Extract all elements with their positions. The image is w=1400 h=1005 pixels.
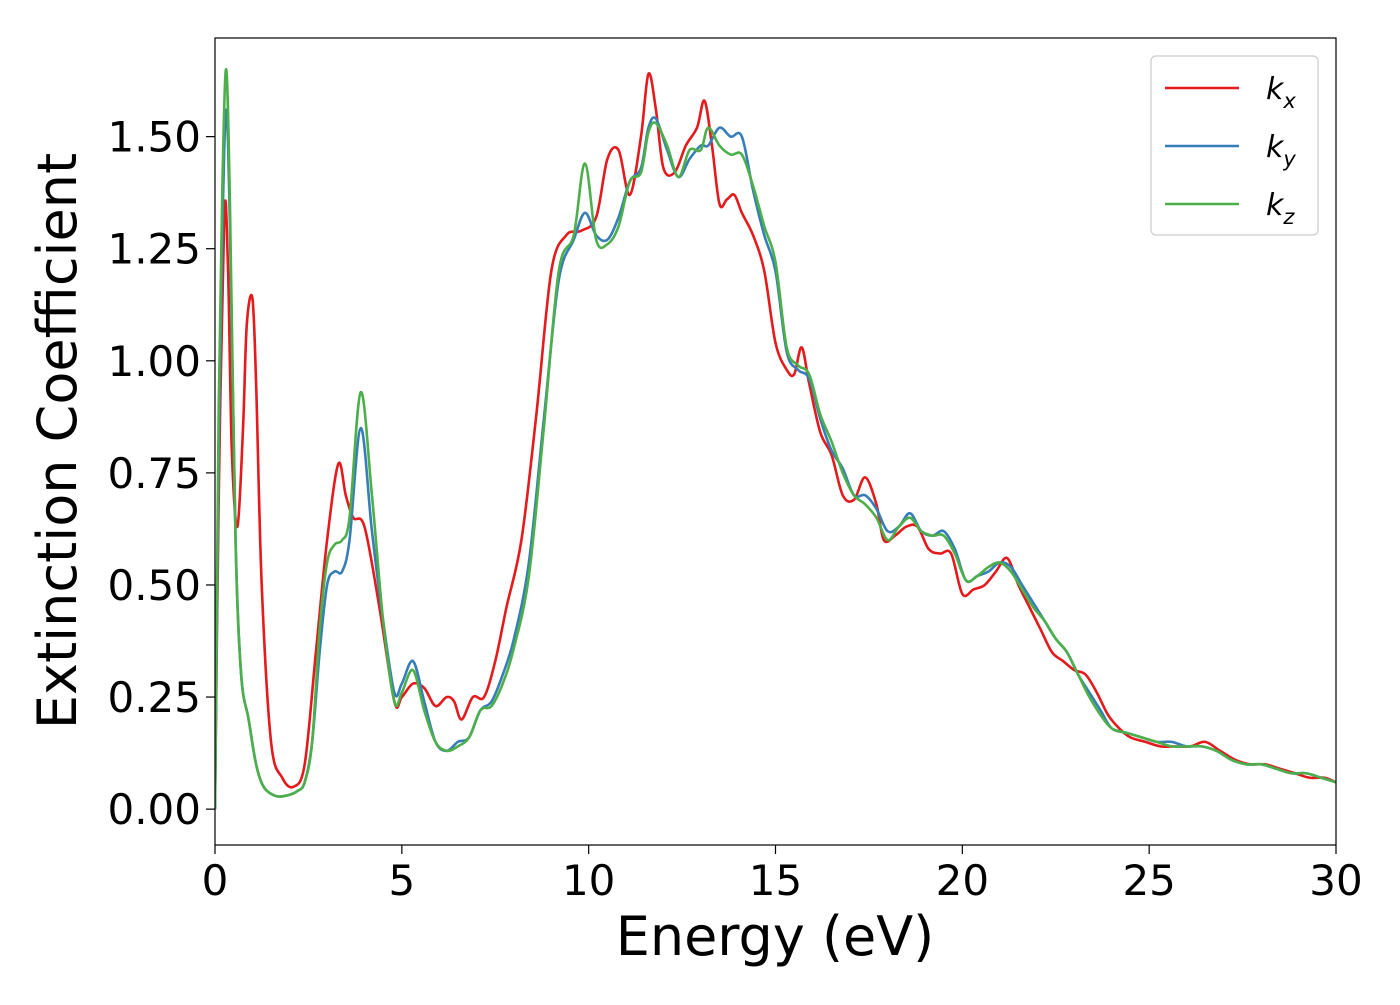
axes: 0 5 10 15 20 25 30 0.00 0.25 0.50 0.75 1.00 1.25 1.50: [107, 37, 1363, 905]
plot-area: [215, 68, 1336, 810]
y-tick-label: 1.50: [107, 113, 201, 162]
y-tick-label: 1.00: [107, 337, 201, 386]
legend-label-k-y: ky: [1266, 130, 1296, 171]
legend: kx ky kz: [1150, 55, 1319, 236]
x-tick-label: 25: [1122, 856, 1175, 905]
y-tick-label: 0.75: [107, 449, 201, 498]
x-tick-label: 5: [388, 856, 415, 905]
legend-label-k-x: kx: [1266, 72, 1296, 113]
x-tick-label: 15: [749, 856, 802, 905]
x-tick-label: 30: [1309, 856, 1362, 905]
x-tick-label: 20: [936, 856, 989, 905]
y-axis-label: Extinction Coefficient: [26, 153, 89, 729]
y-tick-label: 0.25: [107, 673, 201, 722]
x-tick-label: 0: [202, 856, 229, 905]
series-lines: [215, 68, 1336, 810]
x-tick-label: 10: [562, 856, 615, 905]
series-line-k-z: [215, 68, 1336, 810]
y-tick-label: 0.50: [107, 561, 201, 610]
legend-label-k-z: kz: [1266, 188, 1295, 229]
y-tick-label: 1.25: [107, 225, 201, 274]
y-tick-label: 0.00: [107, 785, 201, 834]
x-axis-label: Energy (eV): [616, 905, 935, 968]
